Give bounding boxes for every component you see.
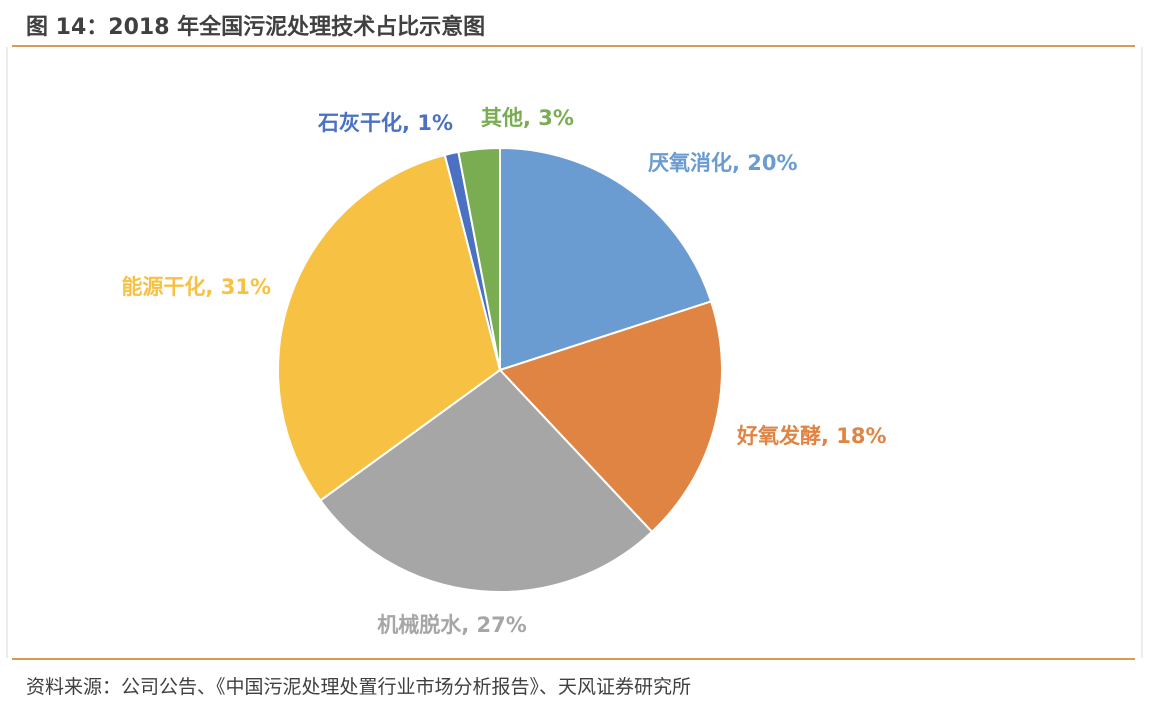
source-note: 资料来源：公司公告、《中国污泥处理处置行业市场分析报告》、天风证券研究所 (26, 676, 692, 698)
pie-slice-anaerobic-digestion (499, 146, 713, 372)
panel-border-left (6, 47, 8, 658)
pie-labels: 厌氧消化, 20% 好氧发酵, 18% 机械脱水, 27% 能源干化, 31% 石灰干化… (121, 106, 886, 637)
source-divider (12, 658, 1135, 660)
pie-label-anaerobic-digestion: 厌氧消化, 20% (648, 151, 798, 175)
pie-slices (277, 146, 723, 593)
pie-label-other: 其他, 3% (481, 106, 574, 130)
panel-border-right (1141, 47, 1143, 658)
pie-label-lime-drying: 石灰干化, 1% (317, 111, 453, 135)
pie-slice-other (457, 146, 501, 371)
pie-label-mechanical-dewatering: 机械脱水, 27% (377, 613, 527, 637)
pie-label-energy-drying: 能源干化, 31% (121, 275, 271, 299)
title-divider (12, 45, 1135, 47)
figure-title: 图 14：2018 年全国污泥处理技术占比示意图 (26, 15, 486, 40)
pie-slice-aerobic-fermentation (498, 300, 723, 534)
pie-label-aerobic-fermentation: 好氧发酵, 18% (736, 424, 887, 448)
pie-slice-mechanical-dewatering (319, 368, 654, 593)
pie-slice-energy-drying (277, 153, 502, 502)
